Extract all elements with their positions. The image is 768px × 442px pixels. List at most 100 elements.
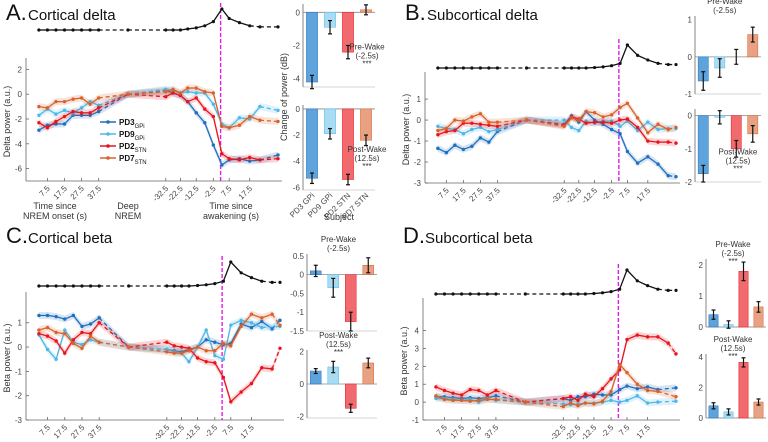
data-point-PD9_GPi <box>656 400 660 404</box>
series-line-PD9_GPi <box>38 334 49 350</box>
bar-PD2_STN <box>738 362 749 419</box>
data-point-PD9_GPi <box>478 125 483 130</box>
bar-y-tick-label: -1 <box>297 308 305 317</box>
data-point-PD9_GPi <box>186 90 190 94</box>
data-point-PD7_STN <box>470 115 474 119</box>
data-point-PD3_GPi <box>260 319 264 324</box>
sleep-trace-point <box>186 27 190 31</box>
series-line-PD3_GPi <box>495 395 526 403</box>
x-tick-label: -12.5 <box>181 184 201 204</box>
x-tick-label: -12.5 <box>579 423 599 442</box>
series-line-PD2_STN <box>127 93 166 98</box>
data-point-PD2_STN <box>656 140 660 144</box>
data-point-PD3_GPi <box>436 146 440 151</box>
y-tick-label: -2 <box>414 158 422 167</box>
data-point-PD3_GPi <box>444 150 449 155</box>
data-point-PD3_GPi <box>37 313 41 318</box>
sleep-trace-segment <box>249 25 261 28</box>
data-point-PD2_STN <box>221 375 226 380</box>
sleep-trace-point <box>276 25 280 29</box>
data-point-PD2_STN <box>625 337 629 342</box>
bar-annotation-time: (12.5s) <box>725 156 750 165</box>
sleep-trace-point <box>127 284 131 288</box>
sleep-trace-point <box>674 62 678 67</box>
series-line-PD9_GPi <box>657 400 677 403</box>
data-point-PD9_GPi <box>618 124 622 129</box>
x-tick-label: 7.5 <box>38 423 53 438</box>
y-tick-label: -1 <box>414 137 422 146</box>
panel-D: D. Subcortical beta -1 0 1 2 3 4 Beta power (a.u… <box>399 223 766 442</box>
bar-PD3_GPi <box>306 108 318 179</box>
x-tick-label: 17.5 <box>635 186 653 204</box>
x-group-label-wake: Time since <box>209 201 252 211</box>
sleep-trace-point <box>477 292 481 296</box>
data-point-PD9_GPi <box>635 394 639 398</box>
bar-annotation-label: Post-Wake <box>718 147 757 156</box>
sleep-trace-point <box>71 284 75 288</box>
data-point-PD9_GPi <box>54 112 58 116</box>
sleep-trace-point <box>461 66 465 70</box>
sleep-trace-point <box>468 292 472 296</box>
sleep-trace-point <box>194 26 198 30</box>
bar-y-tick-label: 0 <box>300 380 305 389</box>
y-axis-label: Delta power (a.u.) <box>401 94 411 166</box>
data-point-PD2_STN <box>576 398 580 403</box>
bar-annotation-time: (-2.5s) <box>721 249 744 258</box>
data-point-PD2_STN <box>478 122 483 126</box>
data-point-PD9_GPi <box>221 357 226 361</box>
data-point-PD7_STN <box>237 123 242 127</box>
series-line-PD9_GPi <box>228 117 240 129</box>
data-point-PD7_STN <box>562 124 566 129</box>
bar-y-tick-label: -6 <box>293 183 301 192</box>
sleep-trace-point <box>453 66 457 70</box>
y-tick-label: 2 <box>18 65 23 74</box>
legend-label-PD7_STN: PD7STN <box>119 154 147 166</box>
bar-annotation-label: Pre-Wake <box>715 240 751 249</box>
sleep-trace-point <box>172 284 176 288</box>
sleep-trace-segment <box>647 284 659 290</box>
series-line-PD7_STN <box>47 101 57 109</box>
data-point-PD7_STN <box>495 120 500 124</box>
sleep-trace-point <box>470 66 474 70</box>
panel-B: B. Subcortical delta -3 -2 -1 0 1 Delta power (… <box>401 0 761 205</box>
data-point-PD2_STN <box>674 352 678 356</box>
series-line-PD2_STN <box>497 119 527 127</box>
x-tick-label: 37.5 <box>484 186 502 204</box>
series-line-PD7_STN <box>497 119 527 123</box>
series-line-PD7_STN <box>619 364 628 374</box>
data-point-PD2_STN <box>171 91 175 95</box>
series-line-PD2_STN <box>495 389 526 403</box>
data-point-PD7_STN <box>247 114 252 119</box>
data-point-PD7_STN <box>178 91 183 95</box>
sleep-trace-point <box>577 66 581 70</box>
sleep-trace-point <box>260 279 264 283</box>
sleep-trace-point <box>583 292 587 296</box>
sleep-trace-segment <box>626 44 639 56</box>
data-point-PD7_STN <box>220 124 224 129</box>
data-point-PD2_STN <box>278 346 282 350</box>
series-line-PD7_STN <box>637 117 649 134</box>
data-point-PD9_GPi <box>237 116 242 120</box>
series-line-PD3_GPi <box>127 89 166 95</box>
series-line-PD7_STN <box>261 313 273 319</box>
series-line-PD2_STN <box>250 367 263 384</box>
data-point-PD9_GPi <box>436 124 440 129</box>
series-line-PD9_GPi <box>197 329 207 348</box>
data-point-PD3_GPi <box>568 398 573 403</box>
data-point-PD7_STN <box>54 99 58 104</box>
data-point-PD3_GPi <box>635 161 640 165</box>
sleep-trace-point <box>97 28 101 32</box>
bar-annotation-label: Post-Wake <box>714 335 753 344</box>
data-point-PD3_GPi <box>71 313 76 318</box>
x-group-label-onset: NREM onset (s) <box>23 211 87 221</box>
series-line-PD2_STN <box>98 322 130 348</box>
y-tick-label: 0 <box>415 398 420 407</box>
data-point-PD3_GPi <box>249 325 254 330</box>
data-point-PD9_GPi <box>562 118 566 122</box>
data-point-PD3_GPi <box>45 313 50 318</box>
series-line-PD2_STN <box>526 119 565 126</box>
data-point-PD3_GPi <box>617 387 622 392</box>
data-point-PD2_STN <box>45 125 50 130</box>
data-point-PD2_STN <box>186 99 190 104</box>
x-tick-label: 37.5 <box>483 423 501 441</box>
